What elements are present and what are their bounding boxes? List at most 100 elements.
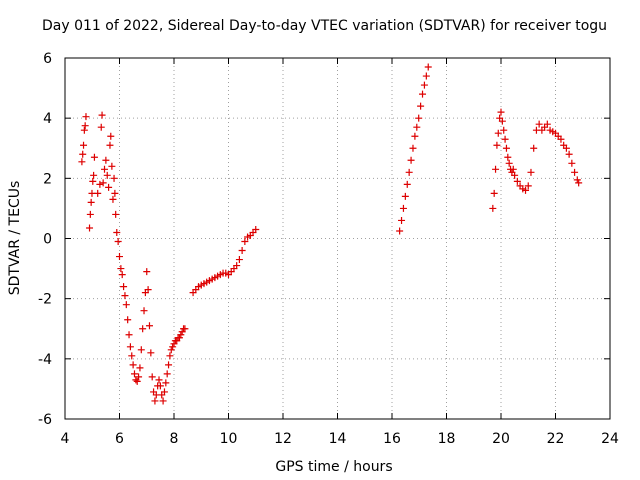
data-point [136, 364, 144, 372]
data-point [557, 135, 565, 143]
data-point [407, 156, 415, 164]
data-point [498, 117, 506, 125]
data-point [543, 120, 551, 128]
data-point [135, 373, 143, 381]
data-point [415, 114, 423, 122]
data-point [424, 63, 432, 71]
data-point [80, 141, 88, 149]
data-point [162, 379, 170, 387]
data-point [398, 216, 406, 224]
data-point [403, 180, 411, 188]
data-point [125, 331, 133, 339]
data-point [167, 346, 175, 354]
data-point [501, 135, 509, 143]
data-point [151, 397, 159, 405]
data-point [573, 176, 581, 184]
data-point [169, 343, 177, 351]
data-point [144, 286, 152, 294]
data-point [124, 316, 132, 324]
data-point [509, 165, 517, 173]
data-point [181, 325, 189, 333]
data-point [90, 153, 98, 161]
x-tick-label: 16 [383, 431, 401, 447]
data-point [107, 132, 115, 140]
data-point [110, 174, 118, 182]
data-point [160, 388, 168, 396]
data-point [489, 204, 497, 212]
data-point [128, 352, 136, 360]
x-tick-label: 4 [61, 431, 70, 447]
data-point [405, 168, 413, 176]
grid-lines [65, 58, 610, 419]
data-point [155, 376, 163, 384]
y-tick-label: 4 [43, 111, 52, 127]
data-point [86, 224, 94, 232]
data-point [111, 189, 119, 197]
data-point [80, 126, 88, 134]
data-point [120, 283, 128, 291]
data-point [413, 123, 421, 131]
data-point [99, 179, 107, 187]
y-tick-label: 2 [43, 171, 52, 187]
data-point [118, 271, 126, 279]
data-point [522, 186, 530, 194]
data-point [79, 150, 87, 158]
data-point [401, 192, 409, 200]
data-point [87, 198, 95, 206]
data-point [113, 228, 121, 236]
data-point [101, 165, 109, 173]
data-point [535, 120, 543, 128]
data-point [137, 346, 145, 354]
data-point [106, 141, 114, 149]
data-point [156, 382, 164, 390]
data-point [105, 183, 113, 191]
data-point [177, 331, 185, 339]
data-point [562, 144, 570, 152]
data-point [504, 153, 512, 161]
x-tick-label: 18 [438, 431, 456, 447]
x-axis-label: GPS time / hours [275, 459, 392, 475]
x-tick-label: 12 [274, 431, 292, 447]
data-point [575, 179, 583, 187]
data-point [422, 72, 430, 80]
data-point [98, 111, 106, 119]
data-point [411, 132, 419, 140]
data-point [133, 377, 141, 385]
data-point [492, 165, 500, 173]
data-point [94, 189, 102, 197]
data-point [159, 397, 167, 405]
data-point [122, 301, 130, 309]
data-point [103, 171, 111, 179]
data-point [233, 262, 241, 270]
x-tick-label: 8 [170, 431, 179, 447]
x-tick-label: 14 [329, 431, 347, 447]
data-point [513, 177, 521, 185]
y-axis-label: SDTVAR / TECUs [7, 181, 23, 296]
data-point [129, 361, 137, 369]
data-point [139, 325, 147, 333]
data-point [500, 126, 508, 134]
data-point [565, 150, 573, 158]
data-point [82, 113, 90, 121]
data-point [396, 227, 404, 235]
y-tick-label: -2 [38, 292, 52, 308]
data-point [121, 292, 129, 300]
data-point [114, 238, 122, 246]
data-point [502, 144, 510, 152]
y-tick-label: 0 [43, 232, 52, 248]
x-tick-label: 24 [601, 431, 619, 447]
data-point [117, 265, 125, 273]
data-point [420, 81, 428, 89]
chart-title: Day 011 of 2022, Sidereal Day-to-day VTE… [42, 18, 607, 34]
data-point [524, 182, 532, 190]
data-point [89, 177, 97, 185]
data-point [143, 268, 151, 276]
data-point [235, 256, 243, 264]
data-point [148, 373, 156, 381]
data-point [241, 238, 249, 246]
data-point [490, 189, 498, 197]
x-tick-label: 22 [547, 431, 565, 447]
data-point [252, 225, 260, 233]
data-point [97, 123, 105, 131]
